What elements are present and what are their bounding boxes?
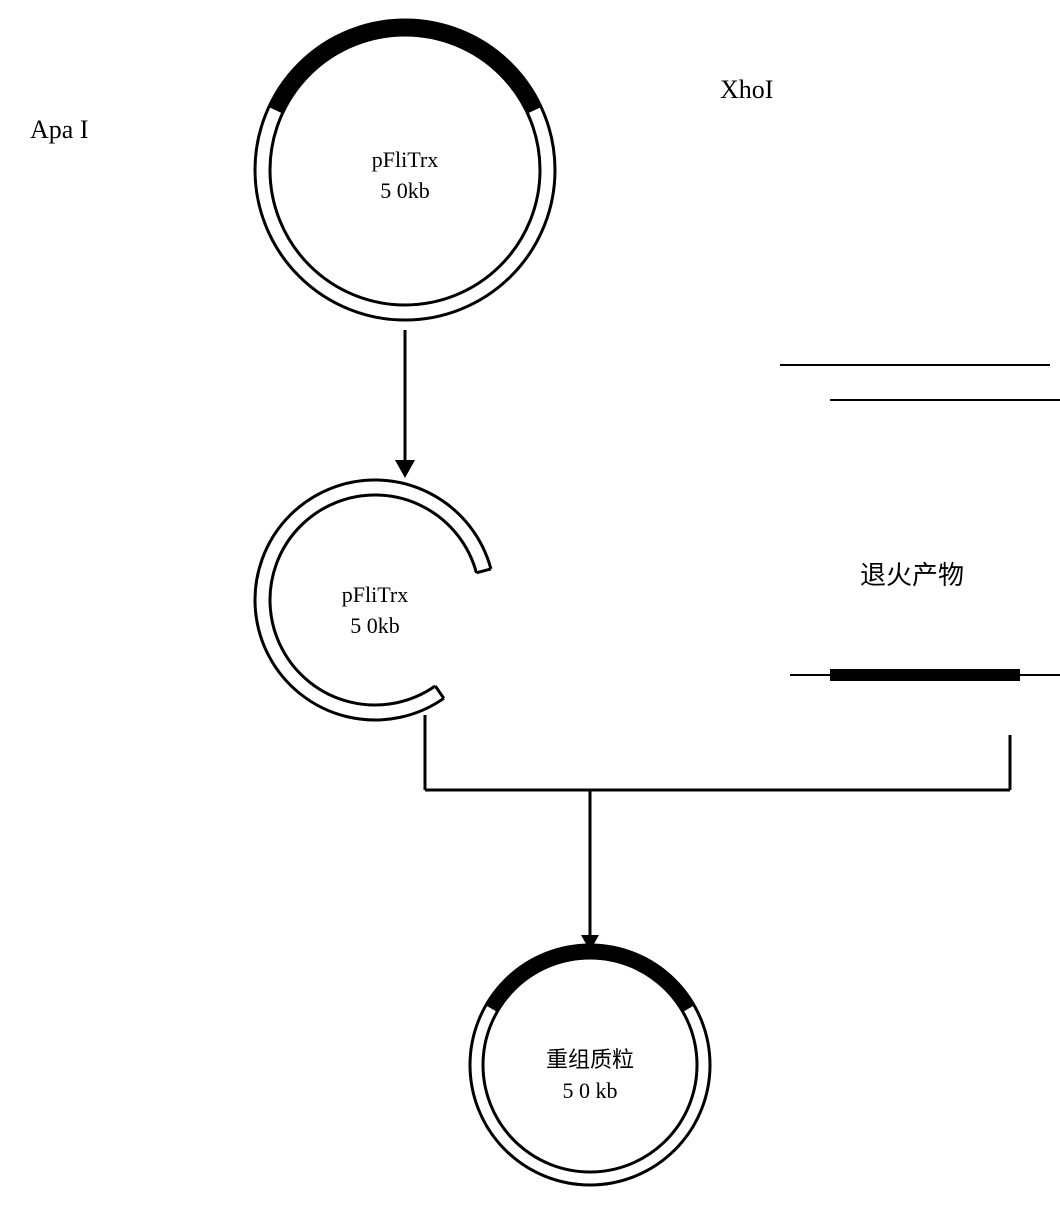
plasmid1-name: pFliTrx xyxy=(372,147,438,172)
plasmid2-size: 5 0kb xyxy=(350,613,400,638)
plasmid3-name: 重组质粒 xyxy=(546,1047,634,1072)
plasmid2-label: pFliTrx 5 0kb xyxy=(320,580,430,642)
plasmid1-size: 5 0kb xyxy=(380,178,430,203)
annealing-product-label: 退火产物 xyxy=(860,555,964,592)
plasmid3-label: 重组质粒 5 0 kb xyxy=(530,1045,650,1107)
plasmid2-name: pFliTrx xyxy=(342,582,408,607)
plasmid1-label: pFliTrx 5 0kb xyxy=(345,145,465,207)
apaI-label: Apa I xyxy=(30,115,88,145)
plasmid3-size: 5 0 kb xyxy=(563,1078,618,1103)
xhoI-label: XhoI xyxy=(720,75,773,105)
